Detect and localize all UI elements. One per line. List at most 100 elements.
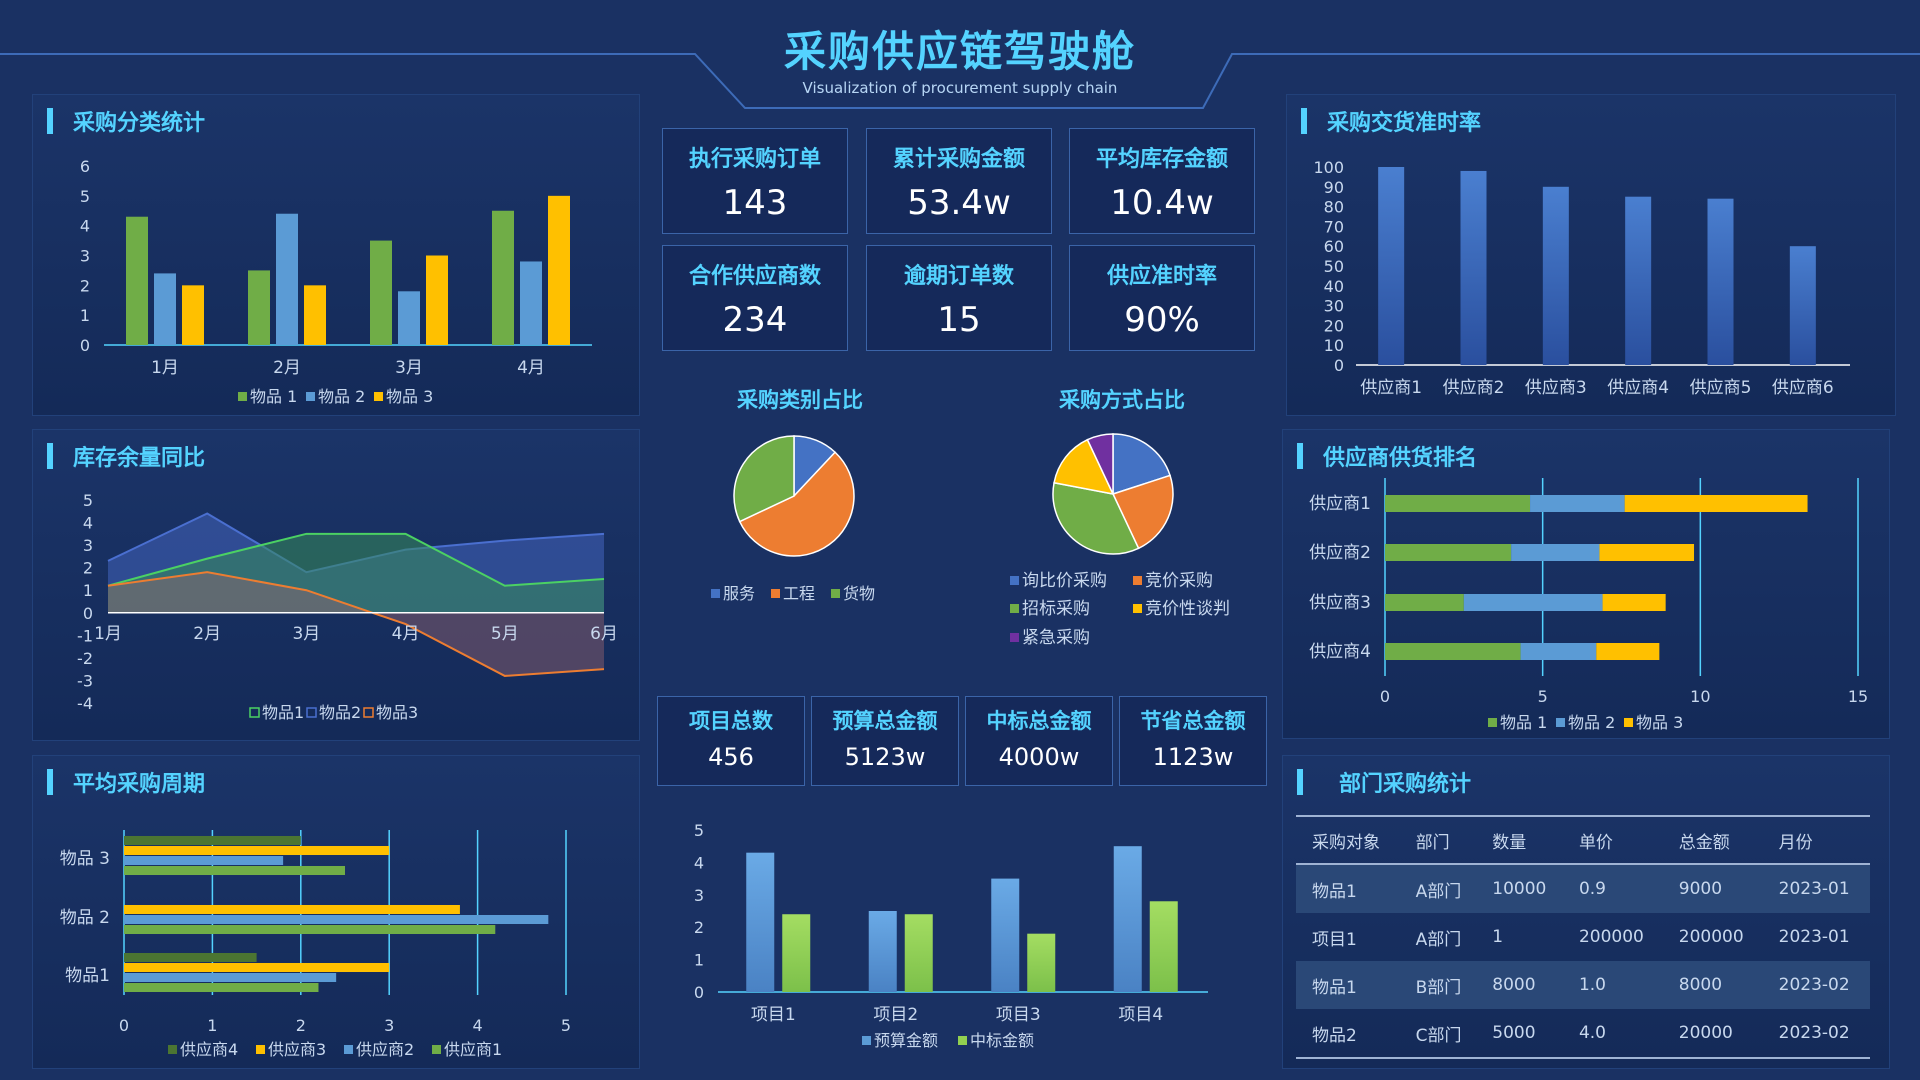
kpi-label: 合作供应商数 [688, 264, 821, 289]
series-line [107, 532, 605, 587]
bar [248, 270, 270, 345]
area-fill [108, 533, 604, 613]
kpi-value: 1123w [1152, 743, 1234, 771]
pie-slice [1086, 433, 1114, 495]
bar [746, 852, 775, 992]
panel-title-category: 采购分类统计 [33, 107, 206, 136]
bar [1027, 933, 1056, 992]
bar [124, 856, 284, 865]
legend-swatch [306, 392, 315, 401]
legend-swatch [256, 1045, 265, 1054]
table-cell: 20000 [1678, 1023, 1733, 1043]
legend-label: 询比价采购 [1022, 571, 1107, 591]
table-header-row: 采购对象 部门 数量 单价 总金额 月份 [1296, 816, 1870, 864]
bar [124, 925, 496, 934]
y-tick-label: 20 [1324, 316, 1344, 335]
kpi-value: 4000w [998, 743, 1080, 771]
kpi-project-count: 项目总数 456 [657, 696, 805, 786]
legend-swatch [1133, 576, 1142, 585]
x-tick-label: 供应商1 [1360, 378, 1422, 398]
bar [426, 255, 448, 345]
bar [124, 866, 345, 875]
kpi-label: 执行采购订单 [688, 147, 821, 172]
x-tick-label: 供应商4 [1607, 378, 1669, 398]
x-tick-label: 供应商2 [1443, 378, 1505, 398]
legend-label: 竞价性谈判 [1145, 599, 1230, 619]
pie-slice [733, 435, 795, 523]
legend-swatch [1624, 718, 1633, 727]
bar [904, 914, 933, 992]
table-cell: A部门 [1399, 864, 1477, 913]
table-cell: C部门 [1415, 1025, 1462, 1046]
legend-label: 招标采购 [1022, 599, 1090, 619]
x-tick-label: 供应商5 [1690, 378, 1752, 398]
legend-swatch [1010, 576, 1019, 585]
bar [1385, 544, 1512, 561]
table-header: 采购对象 [1312, 832, 1380, 853]
series-line [107, 571, 605, 677]
y-tick-label: 1 [80, 306, 90, 325]
table-cell: 4.0 [1578, 1023, 1606, 1043]
y-tick-label: 1 [83, 581, 93, 600]
panel-title-dept: 部门采购统计 [1283, 768, 1471, 797]
y-tick-label: 10 [1324, 336, 1344, 355]
x-tick-label: 供应商6 [1772, 378, 1834, 398]
y-tick-label: -4 [77, 694, 93, 713]
table-cell: 200000 [1678, 927, 1744, 947]
bar [1624, 495, 1808, 512]
bar [1149, 901, 1178, 992]
bar [1625, 196, 1652, 365]
legend-label: 物品 1 [1500, 713, 1547, 732]
pie-slice [1052, 481, 1140, 555]
table-header: 月份 [1778, 832, 1813, 853]
bar [1385, 594, 1464, 611]
table-row: 物品2 C部门 5000 4.0 20000 2023-02 [1296, 1009, 1870, 1058]
x-tick-label: 1月 [151, 358, 179, 378]
kpi-label: 预算总金额 [832, 709, 938, 733]
x-tick-label: 2月 [193, 624, 221, 644]
table-cell: 9000 [1662, 864, 1763, 913]
kpi-value: 90% [1124, 300, 1200, 340]
y-tick-label: 3 [694, 886, 704, 905]
kpi-award-total: 中标总金额 4000w [965, 696, 1113, 786]
y-tick-label: 3 [80, 247, 90, 266]
bar [868, 911, 897, 992]
bar [124, 846, 390, 855]
y-tick-label: 2 [80, 276, 90, 295]
y-tick-label: 0 [83, 604, 93, 623]
y-tick-label: 40 [1324, 277, 1344, 296]
y-tick-label: 物品 3 [60, 849, 110, 869]
legend-label: 供应商2 [356, 1040, 414, 1059]
kpi-label: 累计采购金额 [892, 147, 1025, 172]
pie-slice [1053, 438, 1115, 496]
y-tick-label: 30 [1324, 297, 1344, 316]
x-tick-label: 0 [1380, 687, 1390, 706]
kpi-on-time: 供应准时率 90% [1069, 245, 1255, 351]
legend-label: 竞价采购 [1145, 571, 1213, 591]
panel-title-inventory: 库存余量同比 [33, 442, 205, 471]
kpi-value: 234 [722, 300, 788, 340]
bar [548, 195, 570, 345]
y-tick-label: 60 [1324, 237, 1344, 256]
table-cell: 物品1 [1296, 961, 1400, 1009]
table-cell: 5000 [1492, 1023, 1536, 1043]
x-tick-label: 1 [207, 1016, 217, 1035]
bar [1596, 643, 1660, 660]
legend-swatch [1133, 604, 1142, 613]
y-tick-label: 5 [83, 491, 93, 510]
bar [782, 914, 811, 992]
area-fill [108, 572, 604, 676]
x-tick-label: 5 [561, 1016, 571, 1035]
kpi-value: 53.4w [907, 183, 1011, 223]
y-tick-label: 2 [83, 559, 93, 578]
bar [124, 973, 337, 982]
x-tick-label: 6月 [590, 624, 618, 644]
kpi-value: 15 [937, 300, 981, 340]
x-tick-label: 5月 [491, 624, 519, 644]
panel-supplier-rank: 供应商供货排名 [1282, 429, 1890, 739]
panel-title-text: 采购分类统计 [73, 111, 206, 136]
y-tick-label: -3 [77, 671, 93, 690]
legend-label: 物品3 [376, 703, 418, 722]
table-cell: 1.0 [1562, 961, 1663, 1009]
pie-method-title: 采购方式占比 [1059, 388, 1185, 412]
